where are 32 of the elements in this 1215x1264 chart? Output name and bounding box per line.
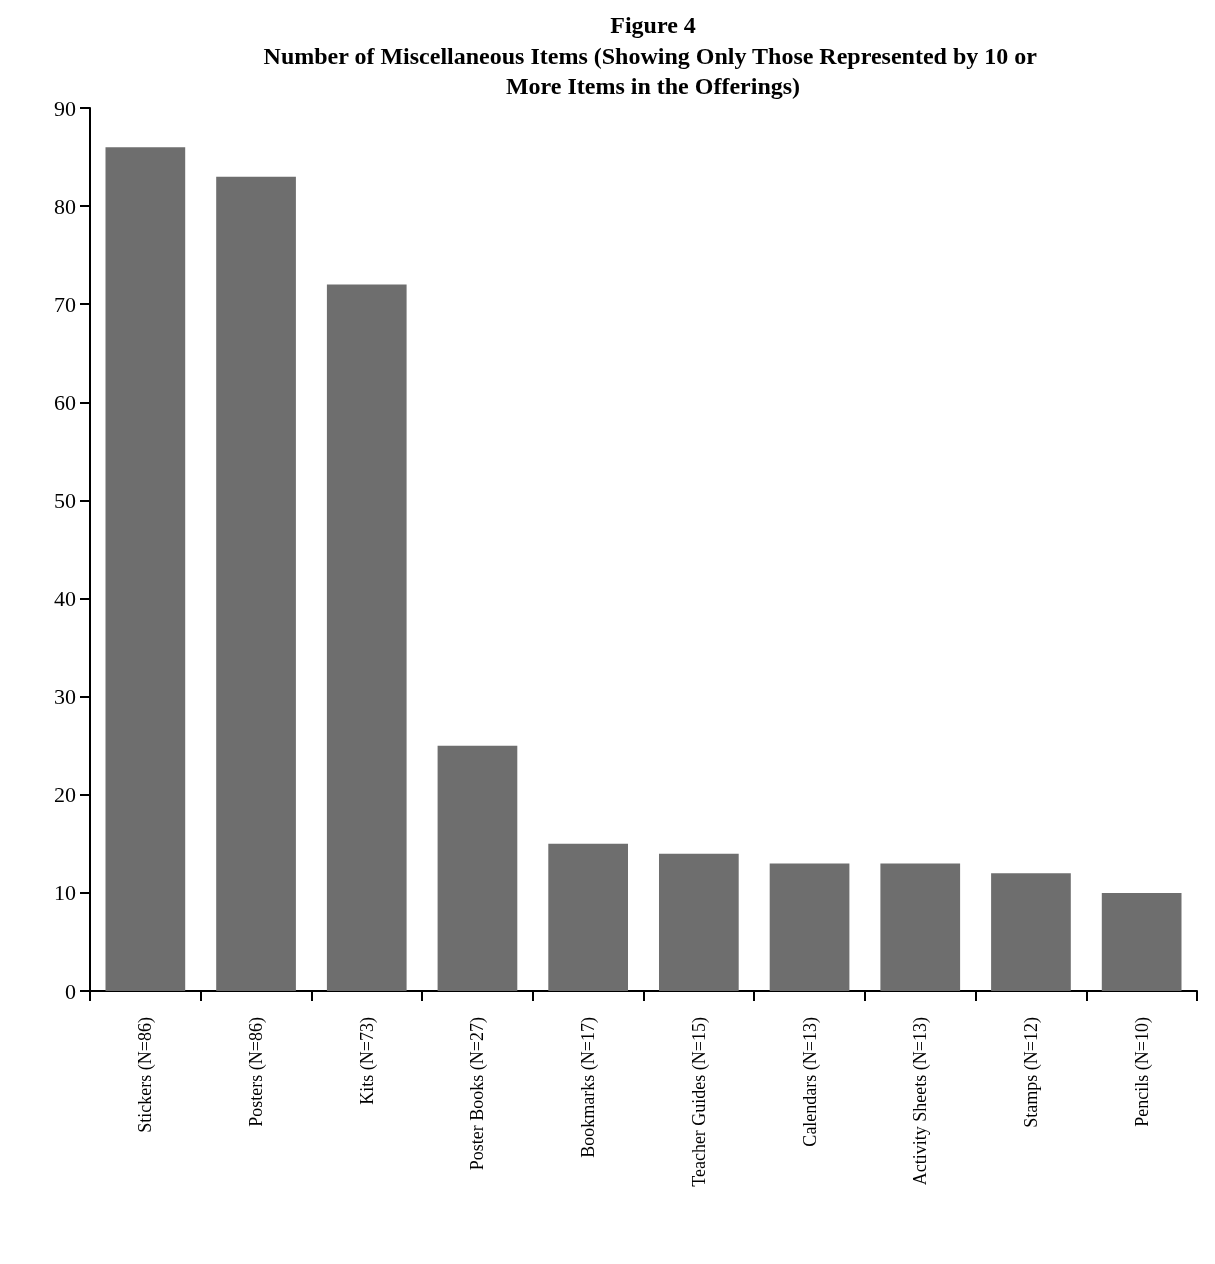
- bar: [991, 873, 1071, 991]
- chart-title: Figure 4: [610, 12, 696, 38]
- bar: [216, 176, 296, 991]
- y-tick-label: 60: [54, 389, 76, 415]
- y-tick-label: 90: [54, 95, 76, 121]
- y-tick-label: 30: [54, 684, 76, 710]
- y-tick-label: 40: [54, 586, 76, 612]
- x-tick-label: Stickers (N=86): [135, 1017, 157, 1133]
- y-tick-label: 0: [65, 978, 76, 1004]
- bar: [105, 147, 186, 991]
- x-tick-label: Kits (N=73): [356, 1017, 378, 1105]
- bar: [548, 843, 628, 991]
- bar: [326, 284, 407, 991]
- x-tick-label: Pencils (N=10): [1131, 1017, 1153, 1127]
- x-tick-label: Stamps (N=12): [1020, 1017, 1042, 1128]
- y-tick-label: 20: [54, 782, 76, 808]
- y-tick-label: 80: [54, 193, 76, 219]
- bar: [1101, 892, 1182, 991]
- y-tick-label: 10: [54, 880, 76, 906]
- bar: [437, 745, 518, 991]
- x-tick-label: Activity Sheets (N=13): [910, 1017, 932, 1186]
- x-tick-label: Poster Books (N=27): [467, 1017, 489, 1171]
- bar: [769, 863, 850, 991]
- y-tick-label: 50: [54, 487, 76, 513]
- chart-subtitle: Number of Miscellaneous Items (Showing Only Those Represented by 10 or More Items in the Offerings): [263, 43, 1043, 99]
- x-tick-label: Bookmarks (N=17): [578, 1017, 600, 1158]
- x-tick-label: Posters (N=86): [246, 1017, 268, 1127]
- x-tick-label: Teacher Guides (N=15): [688, 1017, 710, 1187]
- y-tick-label: 70: [54, 291, 76, 317]
- bar: [659, 853, 739, 991]
- x-tick-label: Calendars (N=13): [799, 1017, 821, 1147]
- bar: [880, 863, 961, 991]
